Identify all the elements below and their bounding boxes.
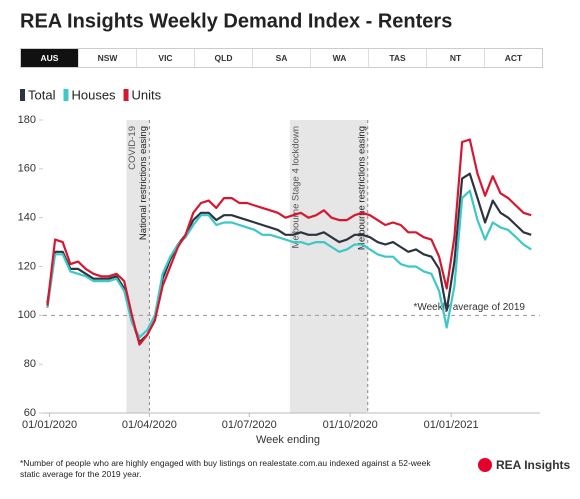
series-line (46, 138, 532, 346)
x-tick-label: 01/04/2020 (122, 419, 177, 431)
legend-label: Houses (71, 87, 116, 102)
tab-bar: AUS NSW VIC QLD SA WA TAS NT ACT (20, 48, 543, 68)
x-tick-label: 01/01/2020 (22, 419, 77, 431)
region-tab[interactable]: TAS (369, 49, 427, 67)
legend-swatch (123, 89, 129, 101)
period-label: Melbourne Stage 4 lockdown (290, 126, 301, 249)
reference-label: *Weekly average of 2019 (413, 302, 525, 313)
y-tick-label: 120 (18, 260, 36, 272)
chart-title: REA Insights Weekly Demand Index - Rente… (20, 10, 452, 32)
legend-label: Total (28, 87, 56, 102)
x-tick-label: 01/01/2021 (424, 419, 479, 431)
legend-label: Units (132, 87, 162, 102)
region-tab[interactable]: SA (253, 49, 311, 67)
y-tick-label: 160 (18, 163, 36, 175)
region-tab[interactable]: NT (427, 49, 485, 67)
shaded-period (289, 120, 368, 413)
region-tab[interactable]: QLD (195, 49, 253, 67)
logo-icon (478, 458, 492, 472)
period-label: COVID-19 (127, 126, 138, 170)
legend-swatch (20, 89, 25, 101)
y-tick-label: 100 (18, 309, 36, 321)
series-line (46, 189, 532, 339)
y-tick-label: 60 (24, 407, 36, 419)
logo-text: REA Insights (496, 458, 571, 472)
region-tab[interactable]: VIC (137, 49, 195, 67)
region-tab[interactable]: AUS (21, 49, 79, 67)
y-tick-label: 140 (18, 212, 36, 224)
series-line (46, 172, 532, 344)
x-tick-label: 01/07/2020 (222, 419, 277, 431)
event-label: National restrictions easing (138, 126, 149, 240)
logo: REA Insights (478, 458, 570, 472)
x-tick-label: 01/10/2020 (323, 419, 378, 431)
y-tick-label: 180 (18, 114, 36, 126)
event-label: Melbourne restrictions easing (356, 126, 367, 250)
x-axis-label: Week ending (256, 434, 320, 446)
region-tab[interactable]: WA (311, 49, 369, 67)
footnote: *Number of people who are highly engaged… (20, 458, 431, 479)
legend-swatch (63, 89, 69, 101)
region-tab[interactable]: ACT (504, 53, 523, 63)
region-tab[interactable]: NSW (79, 49, 137, 67)
y-tick-label: 80 (24, 358, 36, 370)
